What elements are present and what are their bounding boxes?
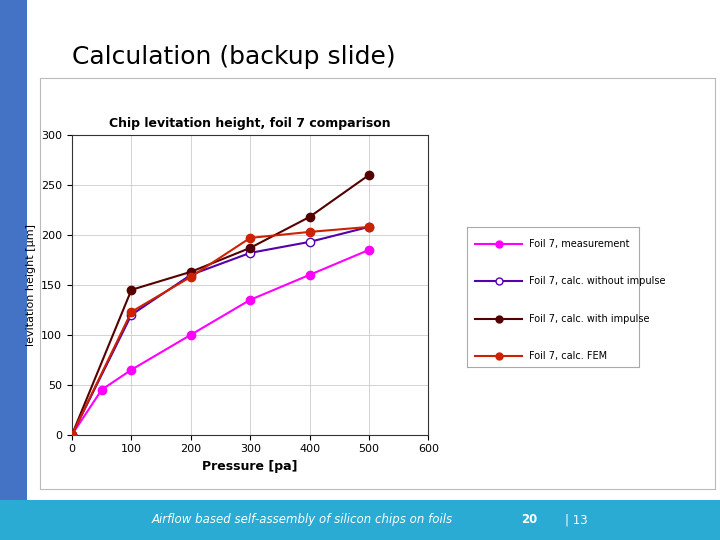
Text: | 13: | 13 [564, 513, 588, 526]
Text: Foil 7, calc. FEM: Foil 7, calc. FEM [528, 351, 607, 361]
Text: Foil 7, calc. with impulse: Foil 7, calc. with impulse [528, 314, 649, 323]
Title: Chip levitation height, foil 7 comparison: Chip levitation height, foil 7 compariso… [109, 117, 391, 130]
Text: Calculation (backup slide): Calculation (backup slide) [72, 45, 395, 69]
Text: 20: 20 [521, 513, 537, 526]
Text: Airflow based self-assembly of silicon chips on foils: Airflow based self-assembly of silicon c… [152, 513, 453, 526]
Text: Foil 7, measurement: Foil 7, measurement [528, 239, 629, 248]
Y-axis label: levitation height [μm]: levitation height [μm] [26, 224, 35, 346]
Text: Foil 7, calc. without impulse: Foil 7, calc. without impulse [528, 276, 665, 286]
X-axis label: Pressure [pa]: Pressure [pa] [202, 460, 298, 473]
